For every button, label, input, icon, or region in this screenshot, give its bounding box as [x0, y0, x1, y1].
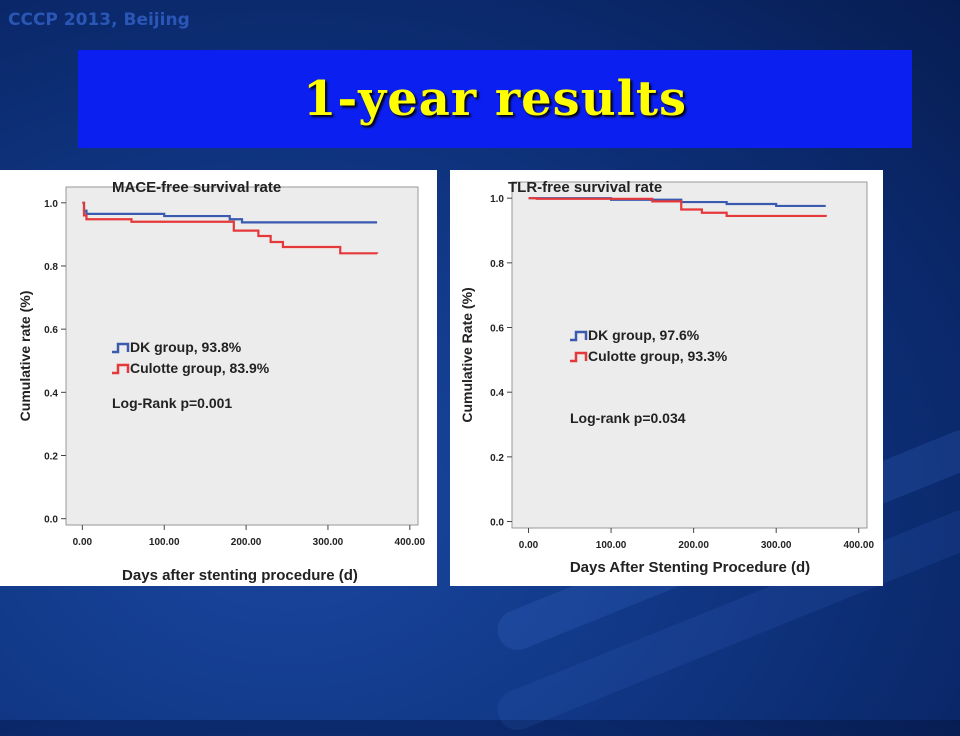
x-tick-label: 300.00	[313, 537, 344, 548]
chart-title: MACE-free survival rate	[112, 179, 281, 196]
x-tick-label: 400.00	[843, 540, 874, 551]
chart-title: TLR-free survival rate	[508, 179, 662, 196]
x-tick-label: 0.00	[73, 537, 93, 548]
plot-area	[511, 181, 868, 529]
culotte-group-line	[528, 197, 827, 218]
culotte-legend-label: Culotte group, 83.9%	[130, 360, 270, 376]
dk-legend-label: DK group, 97.6%	[588, 327, 700, 343]
y-tick-label: 0.2	[490, 453, 504, 464]
x-axis-label: Days after stenting procedure (d)	[122, 567, 358, 584]
logrank-annotation: Log-rank p=0.034	[570, 410, 686, 426]
y-tick-label: 0.8	[490, 259, 504, 270]
x-tick-label: 300.00	[761, 540, 792, 551]
culotte-legend-label: Culotte group, 93.3%	[588, 348, 728, 364]
dk-legend-marker	[112, 342, 130, 354]
y-tick-label: 0.4	[490, 388, 504, 399]
conference-tag: CCCP 2013, Beijing	[8, 10, 190, 30]
y-tick-label: 1.0	[44, 199, 58, 210]
culotte-legend-marker	[570, 351, 588, 363]
title-bar: 1-year results	[78, 50, 912, 148]
y-tick-label: 0.4	[44, 388, 58, 399]
mace-survival-chart: MACE-free survival rate 0.0 0.2 0.4 0.6 0.8 1.…	[17, 179, 426, 584]
y-tick-label: 0.0	[490, 518, 504, 529]
slide-title: 1-year results	[302, 71, 688, 127]
y-tick-label: 0.6	[490, 324, 504, 335]
culotte-legend-marker	[112, 363, 130, 375]
y-axis-label: Cumulative rate (%)	[17, 291, 33, 422]
dk-legend-label: DK group, 93.8%	[130, 339, 242, 355]
culotte-group-line	[82, 201, 379, 255]
y-axis-label: Cumulative Rate (%)	[459, 287, 475, 422]
tlr-chart-panel: TLR-free survival rate 0.0 0.2 0.4 0.6 0.8 1.0…	[450, 170, 883, 586]
plot-area	[65, 186, 419, 526]
x-tick-label: 200.00	[678, 540, 709, 551]
mace-chart-panel: MACE-free survival rate 0.0 0.2 0.4 0.6 0.8 1.…	[0, 170, 437, 586]
dk-legend-marker	[570, 330, 588, 342]
tlr-survival-chart: TLR-free survival rate 0.0 0.2 0.4 0.6 0.8 1.0…	[459, 179, 874, 576]
y-tick-label: 1.0	[490, 194, 504, 205]
y-tick-label: 0.2	[44, 452, 58, 463]
y-tick-label: 0.6	[44, 325, 58, 336]
y-tick-label: 0.8	[44, 262, 58, 273]
x-tick-label: 0.00	[519, 540, 539, 551]
x-tick-label: 200.00	[231, 537, 262, 548]
x-tick-label: 400.00	[395, 537, 426, 548]
x-tick-label: 100.00	[149, 537, 180, 548]
x-tick-label: 100.00	[596, 540, 627, 551]
logrank-annotation: Log-Rank p=0.001	[112, 395, 232, 411]
x-axis-label: Days After Stenting Procedure (d)	[570, 559, 810, 576]
y-tick-label: 0.0	[44, 515, 58, 526]
